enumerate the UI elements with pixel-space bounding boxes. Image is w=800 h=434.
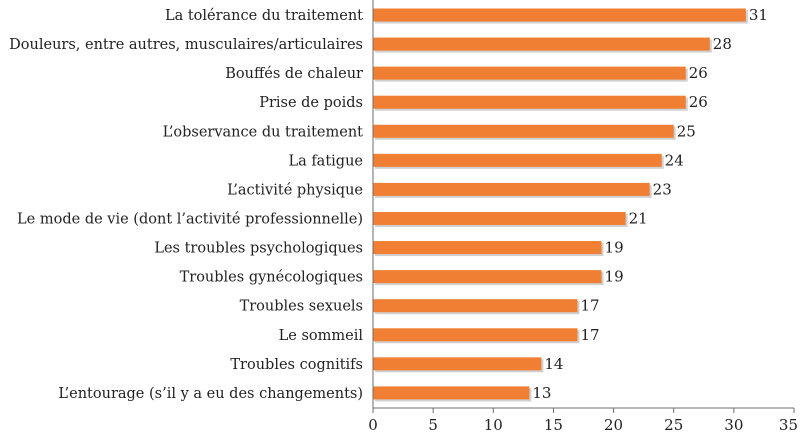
value-label: 17 <box>580 297 599 315</box>
category-label: L’activité physique <box>227 182 363 198</box>
value-label: 17 <box>580 326 599 344</box>
x-tick-label: 15 <box>544 416 563 434</box>
category-label: Bouffés de chaleur <box>225 66 363 82</box>
bar <box>373 124 674 138</box>
category-label: Prise de poids <box>259 95 363 111</box>
bar <box>373 270 602 284</box>
bar <box>373 153 662 167</box>
bar <box>373 37 710 51</box>
bars <box>373 8 746 400</box>
bar <box>373 357 542 371</box>
value-label: 26 <box>689 93 708 111</box>
x-tick-label: 20 <box>604 416 623 434</box>
category-label: Troubles cognitifs <box>230 357 363 373</box>
bar <box>373 211 626 225</box>
value-label: 19 <box>605 268 624 286</box>
bar <box>373 8 746 22</box>
category-label: L’entourage (s’il y a eu des changements… <box>58 386 363 402</box>
category-label: Le sommeil <box>279 328 364 344</box>
value-label: 19 <box>605 239 624 257</box>
category-label: Troubles gynécologiques <box>180 270 363 286</box>
bar <box>373 66 686 80</box>
value-label: 25 <box>677 122 696 140</box>
category-label: La fatigue <box>288 153 363 169</box>
category-label: La tolérance du traitement <box>165 8 363 24</box>
category-labels: La tolérance du traitement Douleurs, entr… <box>9 8 363 402</box>
x-tick-label: 25 <box>664 416 683 434</box>
value-label: 13 <box>532 384 551 402</box>
value-label: 26 <box>689 64 708 82</box>
value-label: 28 <box>713 35 732 53</box>
value-labels: 31 28 26 26 25 24 23 21 19 19 17 17 14 13 <box>532 6 768 402</box>
category-label: Douleurs, entre autres, musculaires/arti… <box>9 37 363 53</box>
bar <box>373 182 650 196</box>
x-tick-label: 5 <box>428 416 438 434</box>
x-tick-label: 10 <box>484 416 503 434</box>
value-label: 23 <box>653 180 672 198</box>
x-axis-tick-labels: 0 5 10 15 20 25 30 35 <box>368 416 798 434</box>
x-axis-ticks <box>372 408 795 413</box>
value-label: 14 <box>544 355 563 373</box>
x-tick-label: 0 <box>368 416 378 434</box>
bar <box>373 386 530 400</box>
category-label: Le mode de vie (dont l’activité professi… <box>17 211 363 227</box>
bar <box>373 328 578 342</box>
category-label: Troubles sexuels <box>240 299 363 315</box>
x-tick-label: 30 <box>724 416 743 434</box>
category-label: Les troubles psychologiques <box>154 241 363 257</box>
x-tick-label: 35 <box>779 416 798 434</box>
bar <box>373 95 686 109</box>
value-label: 31 <box>749 6 768 24</box>
value-label: 24 <box>665 151 684 169</box>
bar <box>373 299 578 313</box>
category-label: L’observance du traitement <box>163 124 364 140</box>
value-label: 21 <box>629 209 648 227</box>
bar <box>373 241 602 255</box>
